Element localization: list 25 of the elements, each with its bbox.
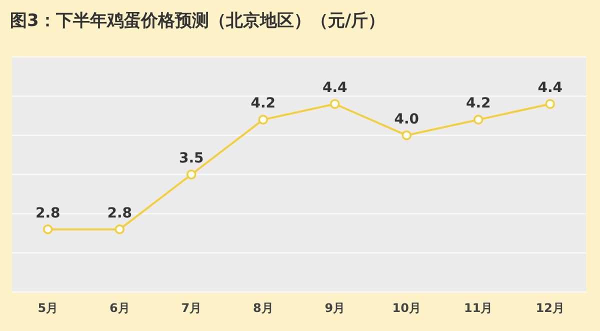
x-tick-label: 8月 bbox=[252, 301, 274, 315]
chart-title: 图3：下半年鸡蛋价格预测（北京地区）（元/斤） bbox=[10, 11, 386, 31]
data-label: 4.0 bbox=[394, 111, 420, 128]
data-label: 4.4 bbox=[538, 80, 563, 96]
x-tick-label: 5月 bbox=[38, 301, 58, 315]
data-label: 4.2 bbox=[250, 96, 276, 112]
x-tick-label: 9月 bbox=[324, 301, 346, 315]
point bbox=[258, 114, 268, 125]
point bbox=[545, 99, 556, 109]
point bbox=[330, 99, 340, 109]
data-label: 3.5 bbox=[178, 150, 204, 166]
point bbox=[402, 130, 412, 140]
x-tick-label: 11月 bbox=[464, 301, 493, 315]
point bbox=[473, 114, 484, 125]
x-tick-label: 12月 bbox=[536, 301, 564, 315]
point bbox=[42, 224, 53, 234]
data-label: 2.8 bbox=[107, 205, 132, 222]
x-tick-label: 10月 bbox=[392, 301, 421, 315]
data-label: 4.4 bbox=[322, 80, 348, 96]
x-tick-label: 6月 bbox=[109, 301, 130, 315]
data-label: 4.2 bbox=[466, 96, 491, 112]
point bbox=[186, 170, 196, 180]
point bbox=[114, 224, 125, 234]
data-label: 2.8 bbox=[35, 205, 60, 222]
x-tick-label: 7月 bbox=[181, 301, 202, 315]
